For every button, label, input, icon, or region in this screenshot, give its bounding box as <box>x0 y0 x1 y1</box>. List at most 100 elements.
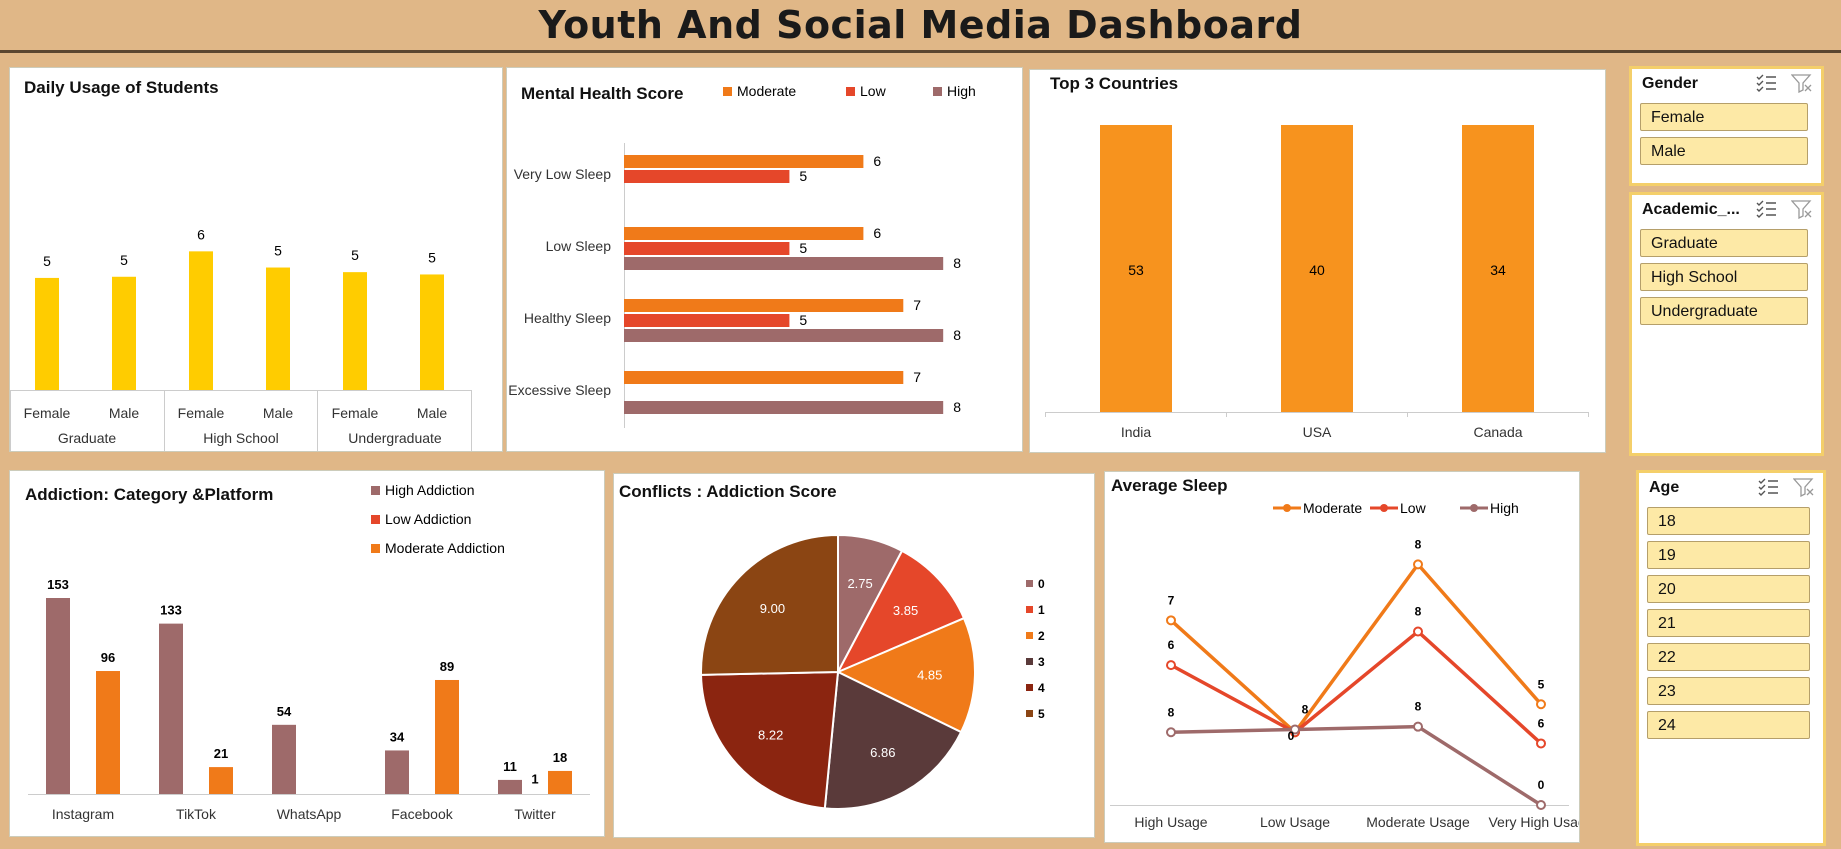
addiction-value-label: 153 <box>47 577 69 592</box>
mental-health-bar <box>624 371 904 384</box>
legend-swatch <box>371 544 380 553</box>
mental-health-bar <box>624 227 864 240</box>
slicer-item-age[interactable]: 18 <box>1647 507 1810 535</box>
legend-swatch <box>1026 580 1033 587</box>
daily-usage-category-label: Male <box>263 405 294 421</box>
avg-sleep-value-label: 0 <box>1538 778 1545 792</box>
legend-label: Low <box>1400 500 1427 516</box>
legend-swatch <box>1026 606 1033 613</box>
slicer-item-age[interactable]: 23 <box>1647 677 1810 705</box>
gender-slicer-title: Gender <box>1642 75 1699 92</box>
daily-usage-bar <box>112 276 136 390</box>
avg-sleep-panel[interactable]: Average Sleep Moderate Low High 7 8 5 6 8 6 8 8 8 0 0… <box>1104 471 1580 843</box>
avg-sleep-value-label: 8 <box>1168 705 1175 719</box>
legend-label: 0 <box>1038 577 1045 591</box>
age-slicer[interactable]: Age 18 19 20 21 22 23 24 <box>1636 470 1826 846</box>
daily-usage-category-label: Female <box>178 405 225 421</box>
legend-marker <box>1380 504 1388 512</box>
daily-usage-bar <box>35 277 59 390</box>
mental-health-bar <box>624 155 864 168</box>
countries-value-label: 34 <box>1490 262 1506 278</box>
mental-health-value-label: 6 <box>873 153 881 169</box>
slicer-item-age[interactable]: 20 <box>1647 575 1810 603</box>
top-countries-title: Top 3 Countries <box>1050 74 1179 93</box>
slicer-item-age[interactable]: 22 <box>1647 643 1810 671</box>
pie-slice <box>835 549 966 675</box>
mental-health-bar <box>624 314 790 327</box>
legend-label: High <box>947 83 976 99</box>
mental-health-bar <box>624 257 944 270</box>
mental-health-panel[interactable]: Mental Health Score Moderate Low High Very … <box>506 67 1023 452</box>
pie-value-label: 9.00 <box>760 601 785 616</box>
slicer-item-age[interactable]: 24 <box>1647 711 1810 739</box>
slicer-item-age[interactable]: 21 <box>1647 609 1810 637</box>
slicer-item-gender[interactable]: Male <box>1640 137 1808 165</box>
legend-marker <box>1470 504 1478 512</box>
multi-select-icon[interactable] <box>1755 73 1777 93</box>
daily-usage-panel[interactable]: Daily Usage of Students 5 Female 5 Male 6 Fem… <box>9 67 503 452</box>
clear-filter-icon[interactable] <box>1790 73 1813 94</box>
academic-slicer-title: Academic_... <box>1642 201 1740 218</box>
clear-filter-icon[interactable] <box>1792 477 1815 498</box>
daily-usage-category-label: Female <box>24 405 71 421</box>
mental-health-value-label: 5 <box>799 168 807 184</box>
slicer-item-academic[interactable]: Graduate <box>1640 229 1808 257</box>
gender-slicer[interactable]: Gender Female Male <box>1629 66 1824 186</box>
addiction-title: Addiction: Category &Platform <box>25 485 274 504</box>
addiction-category-label: TikTok <box>176 806 217 822</box>
conflicts-chart: 2.75 0 3.85 1 4.85 2 6.86 3 8.22 4 9.00 5 <box>700 533 1045 810</box>
mental-health-bar <box>624 401 944 414</box>
slicer-item-academic[interactable]: Undergraduate <box>1640 297 1808 325</box>
addiction-chart: High Addiction Low Addiction Moderate Addi… <box>28 482 590 822</box>
legend-label: Moderate Addiction <box>385 540 505 556</box>
avg-sleep-value-label: 0 <box>1288 729 1295 743</box>
academic-slicer[interactable]: Academic_... Graduate High School Undergra… <box>1629 192 1824 456</box>
multi-select-icon[interactable] <box>1757 477 1779 497</box>
avg-sleep-category-label: Very High Usage <box>1488 814 1579 830</box>
legend-label: Moderate <box>737 83 796 99</box>
addiction-value-label: 34 <box>390 729 405 744</box>
slicer-item-gender[interactable]: Female <box>1640 103 1808 131</box>
mental-health-value-label: 8 <box>953 399 961 415</box>
avg-sleep-marker <box>1166 615 1176 626</box>
addiction-value-label: 11 <box>503 759 517 774</box>
addiction-panel[interactable]: Addiction: Category &Platform High Addic… <box>9 470 605 837</box>
avg-sleep-title: Average Sleep <box>1111 476 1228 495</box>
multi-select-icon[interactable] <box>1755 199 1777 219</box>
avg-sleep-category-label: High Usage <box>1134 814 1207 830</box>
top-countries-chart: 53 India 40 USA 34 Canada <box>1045 125 1589 440</box>
daily-usage-bar <box>343 272 367 390</box>
slicer-item-age[interactable]: 19 <box>1647 541 1810 569</box>
addiction-bar <box>548 770 572 794</box>
slicer-item-academic[interactable]: High School <box>1640 263 1808 291</box>
mental-health-bar <box>624 299 904 312</box>
countries-bar <box>1100 125 1172 412</box>
pie-value-label: 2.75 <box>847 576 872 591</box>
avg-sleep-value-label: 7 <box>1168 593 1175 607</box>
addiction-category-label: Facebook <box>391 806 453 822</box>
avg-sleep-marker <box>1536 699 1546 710</box>
daily-usage-value-label: 6 <box>197 226 205 242</box>
addiction-bar <box>209 767 233 794</box>
daily-usage-value-label: 5 <box>120 252 128 268</box>
conflicts-panel[interactable]: Conflicts : Addiction Score 2.75 0 3.85 1 4.… <box>613 473 1095 838</box>
addiction-value-label: 89 <box>440 659 454 674</box>
mental-health-bar <box>624 170 790 183</box>
countries-value-label: 40 <box>1309 262 1325 278</box>
addiction-category-label: WhatsApp <box>277 806 342 822</box>
top-countries-panel[interactable]: Top 3 Countries 53 India 40 USA 34 Canada <box>1029 69 1606 453</box>
addiction-value-label: 96 <box>101 650 115 665</box>
legend-label: 5 <box>1038 707 1045 721</box>
legend-swatch <box>371 515 380 524</box>
avg-sleep-marker <box>1413 721 1423 732</box>
avg-sleep-marker <box>1166 727 1176 738</box>
avg-sleep-value-label: 8 <box>1415 537 1422 551</box>
legend-label: 4 <box>1038 681 1045 695</box>
legend-marker <box>1283 504 1291 512</box>
legend-swatch <box>371 486 380 495</box>
clear-filter-icon[interactable] <box>1790 199 1813 220</box>
mental-health-category-label: Excessive Sleep <box>508 382 611 398</box>
daily-usage-group-label: Graduate <box>58 430 117 446</box>
avg-sleep-value-label: 6 <box>1168 638 1175 652</box>
